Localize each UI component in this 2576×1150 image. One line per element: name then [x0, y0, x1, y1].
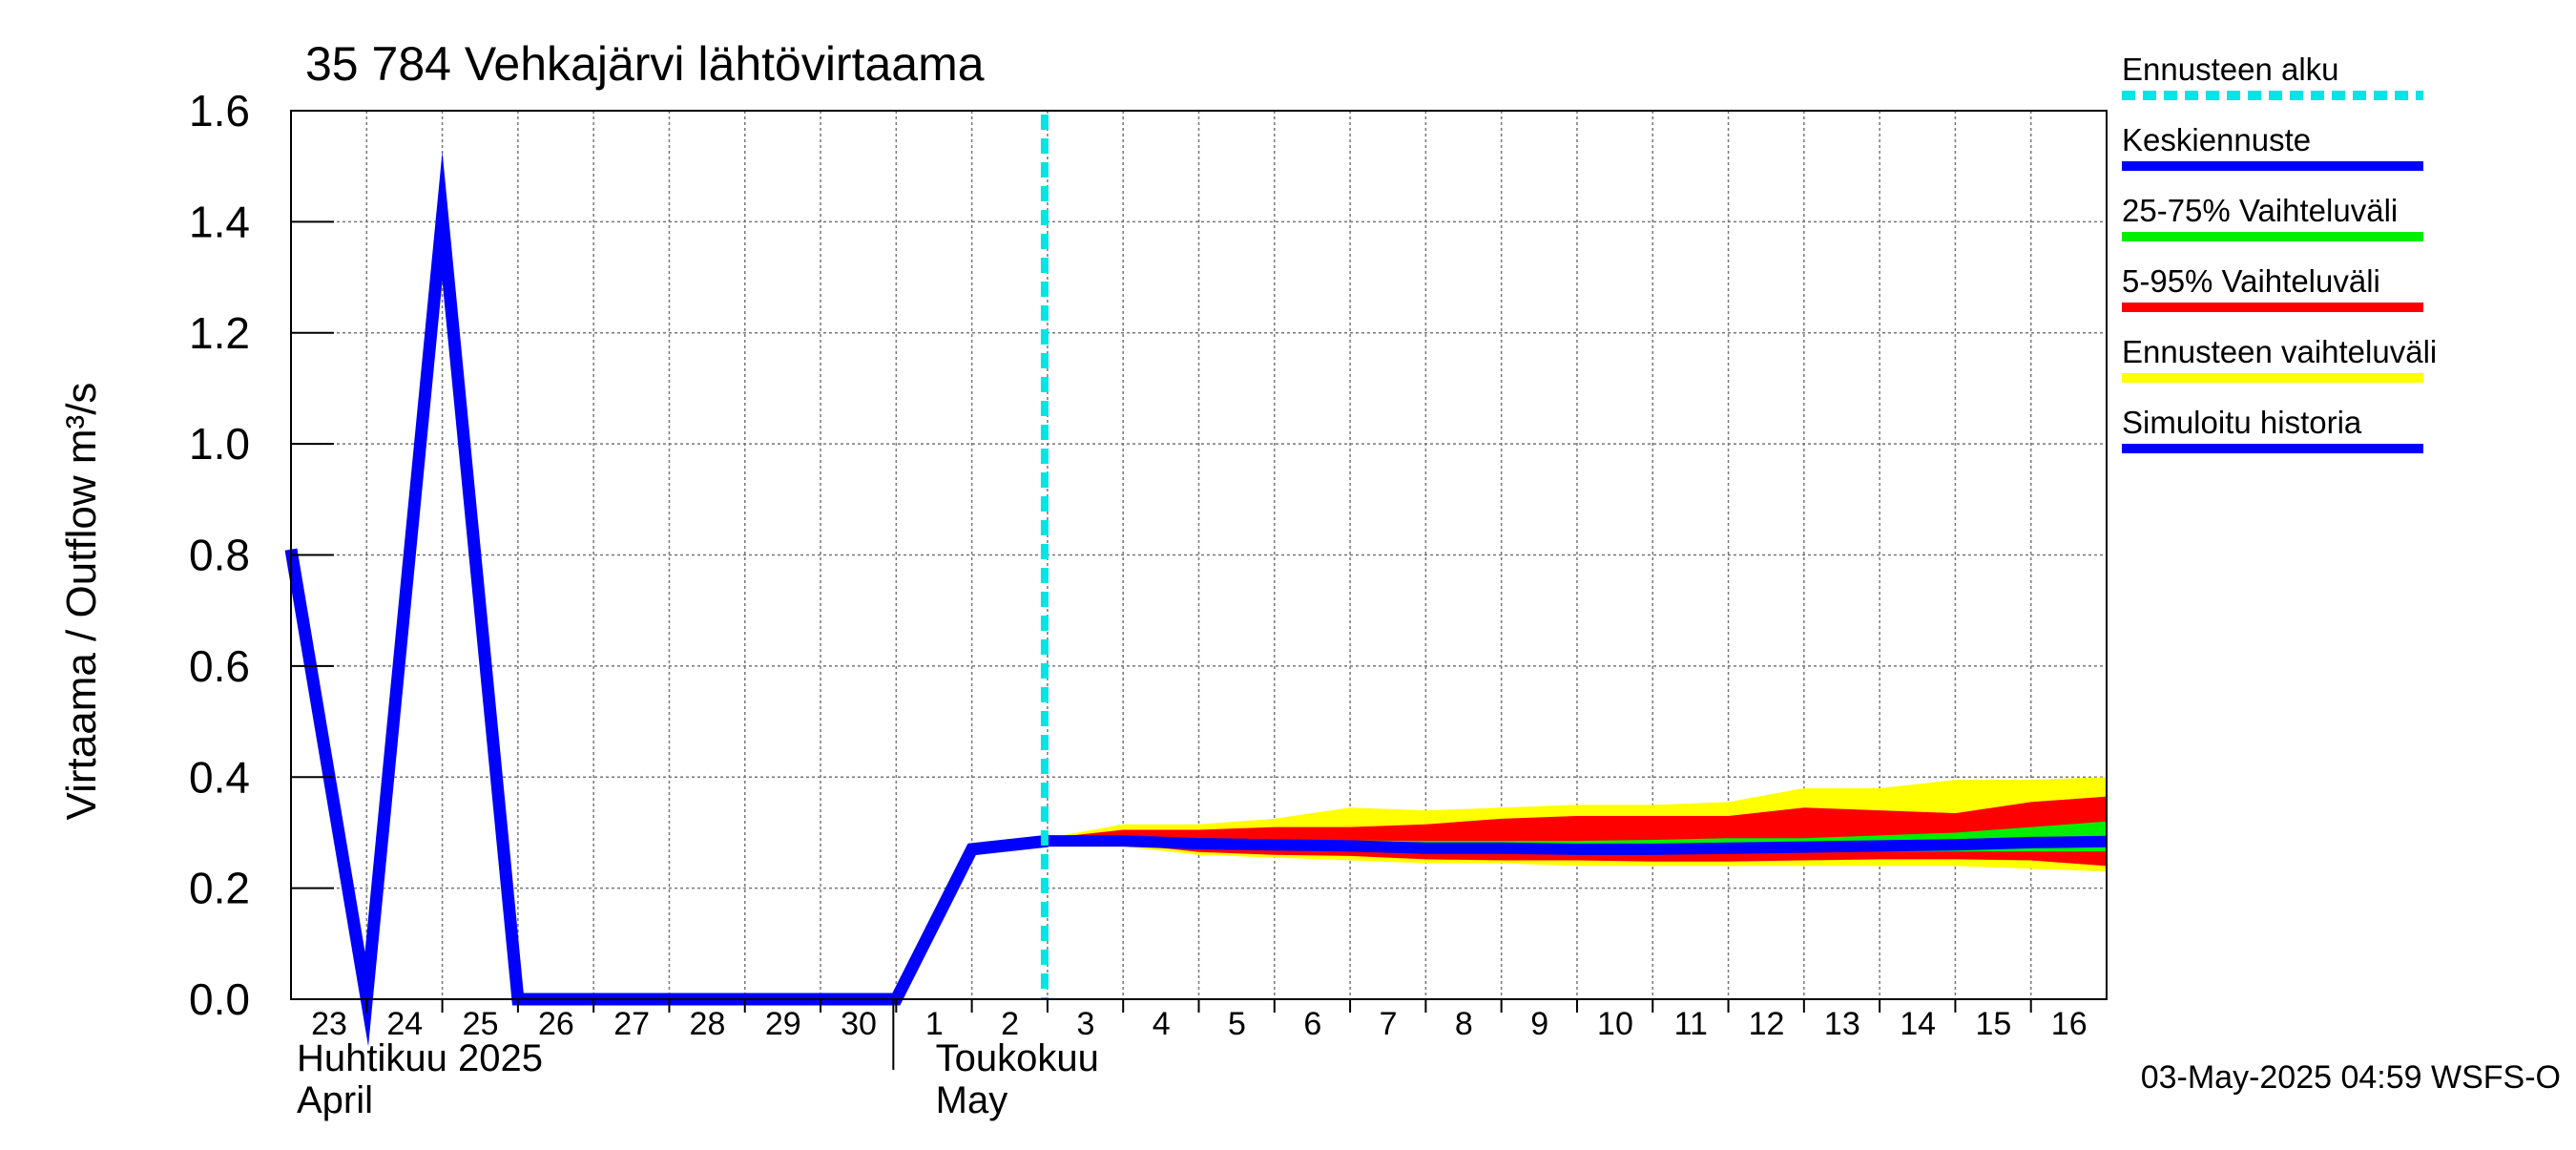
y-tick-label: 1.2 — [189, 308, 250, 358]
x-tick-label: 1 — [925, 1006, 944, 1042]
legend-label: Simuloitu historia — [2122, 405, 2362, 440]
legend-label: Ennusteen vaihteluväli — [2122, 334, 2437, 369]
y-tick-labels: 0.0 0.2 0.4 0.6 0.8 1.0 1.2 1.4 1.6 — [189, 86, 250, 1024]
y-tick-label: 1.6 — [189, 86, 250, 136]
x-tick-label: 9 — [1530, 1006, 1548, 1042]
y-tick-label: 1.4 — [189, 197, 250, 246]
x-tick-label: 28 — [690, 1006, 726, 1042]
legend-label: 25-75% Vaihteluväli — [2122, 193, 2398, 228]
x-tick-label: 5 — [1228, 1006, 1246, 1042]
x-tick-label: 15 — [1976, 1006, 2012, 1042]
x-tick-label: 26 — [538, 1006, 574, 1042]
x-tick-label: 6 — [1303, 1006, 1321, 1042]
x-tick-label: 25 — [463, 1006, 499, 1042]
month-label-en: May — [936, 1079, 1008, 1121]
legend: Ennusteen alku Keskiennuste 25-75% Vaihtel… — [2122, 52, 2437, 453]
x-tick-label: 2 — [1001, 1006, 1019, 1042]
y-tick-label: 0.0 — [189, 974, 250, 1024]
timestamp-footer: 03-May-2025 04:59 WSFS-O — [2141, 1059, 2561, 1096]
legend-label: 5-95% Vaihteluväli — [2122, 263, 2380, 299]
x-tick-label: 8 — [1455, 1006, 1473, 1042]
x-tick-label: 13 — [1824, 1006, 1860, 1042]
y-axis-label: Virtaama / Outflow m³/s — [58, 383, 105, 821]
y-tick-label: 0.2 — [189, 864, 250, 913]
x-tick-label: 14 — [1900, 1006, 1936, 1042]
month-label-fi: Toukokuu — [936, 1037, 1099, 1079]
series-median-forecast — [1047, 835, 2108, 855]
x-tick-label: 4 — [1153, 1006, 1171, 1042]
x-tick-label: 3 — [1076, 1006, 1094, 1042]
y-tick-label: 0.4 — [189, 752, 250, 802]
legend-label: Ennusteen alku — [2122, 52, 2339, 87]
x-tick-label: 7 — [1380, 1006, 1398, 1042]
x-tick-label: 11 — [1674, 1006, 1708, 1042]
x-tick-label: 10 — [1597, 1006, 1633, 1042]
chart-title: 35 784 Vehkajärvi lähtövirtaama — [305, 37, 985, 91]
legend-label: Keskiennuste — [2122, 122, 2311, 157]
x-tick-labels: 23 24 25 26 27 28 29 30 1 2 3 4 5 6 7 8 9 10 11 12 13 14 15 16 — [311, 1006, 2088, 1042]
y-tick-label: 1.0 — [189, 419, 250, 469]
y-tick-label: 0.8 — [189, 531, 250, 580]
month-label-fi: Huhtikuu 2025 — [297, 1037, 543, 1079]
x-tick-label: 29 — [765, 1006, 801, 1042]
x-tick-label: 16 — [2051, 1006, 2088, 1042]
x-tick-label: 24 — [386, 1006, 423, 1042]
x-tick-label: 23 — [311, 1006, 347, 1042]
plot-axes — [290, 110, 2108, 1070]
y-tick-label: 0.6 — [189, 641, 250, 691]
x-tick-label: 12 — [1749, 1006, 1785, 1042]
x-tick-label: 30 — [841, 1006, 877, 1042]
x-tick-label: 27 — [613, 1006, 650, 1042]
month-label-en: April — [297, 1079, 373, 1121]
